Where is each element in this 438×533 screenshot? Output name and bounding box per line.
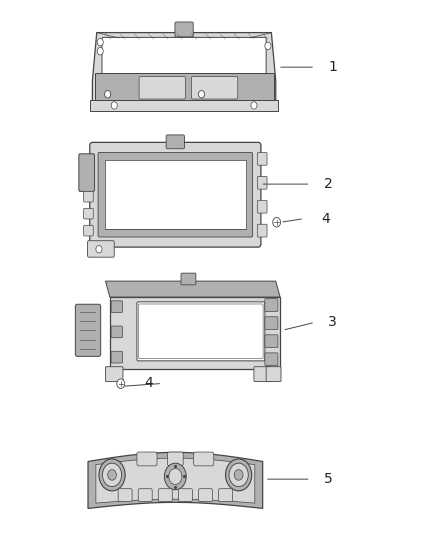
- Circle shape: [226, 459, 252, 491]
- FancyBboxPatch shape: [137, 452, 157, 466]
- FancyBboxPatch shape: [191, 77, 238, 99]
- FancyBboxPatch shape: [265, 317, 278, 329]
- FancyBboxPatch shape: [75, 304, 101, 357]
- FancyBboxPatch shape: [98, 152, 253, 237]
- Polygon shape: [88, 453, 263, 508]
- Circle shape: [198, 91, 205, 98]
- Circle shape: [96, 246, 102, 253]
- FancyBboxPatch shape: [79, 154, 95, 191]
- FancyBboxPatch shape: [198, 489, 212, 502]
- FancyBboxPatch shape: [111, 326, 123, 338]
- FancyBboxPatch shape: [138, 489, 152, 502]
- FancyBboxPatch shape: [139, 77, 185, 99]
- FancyBboxPatch shape: [258, 176, 267, 189]
- Polygon shape: [92, 33, 276, 102]
- Circle shape: [251, 102, 257, 109]
- Circle shape: [234, 470, 243, 480]
- FancyBboxPatch shape: [265, 298, 278, 311]
- Circle shape: [99, 459, 125, 491]
- Text: 4: 4: [145, 376, 153, 391]
- FancyBboxPatch shape: [95, 72, 274, 102]
- Text: 3: 3: [328, 316, 337, 329]
- FancyBboxPatch shape: [84, 208, 93, 219]
- Circle shape: [164, 463, 186, 490]
- Polygon shape: [110, 297, 280, 369]
- Circle shape: [265, 42, 271, 50]
- FancyBboxPatch shape: [84, 225, 93, 236]
- FancyBboxPatch shape: [167, 452, 183, 466]
- FancyBboxPatch shape: [266, 367, 281, 382]
- Bar: [105, 160, 246, 229]
- Polygon shape: [106, 281, 280, 297]
- Circle shape: [105, 91, 111, 98]
- FancyBboxPatch shape: [178, 489, 192, 502]
- FancyBboxPatch shape: [88, 241, 114, 257]
- FancyBboxPatch shape: [111, 351, 123, 363]
- Circle shape: [169, 469, 182, 484]
- FancyBboxPatch shape: [181, 273, 196, 285]
- FancyBboxPatch shape: [90, 142, 261, 247]
- Polygon shape: [96, 458, 255, 503]
- Circle shape: [273, 217, 281, 227]
- FancyBboxPatch shape: [111, 301, 123, 312]
- FancyBboxPatch shape: [258, 200, 267, 213]
- Circle shape: [111, 102, 117, 109]
- Circle shape: [97, 38, 103, 46]
- Text: 1: 1: [328, 60, 337, 74]
- FancyBboxPatch shape: [118, 489, 132, 502]
- FancyBboxPatch shape: [219, 489, 233, 502]
- FancyBboxPatch shape: [158, 489, 172, 502]
- FancyBboxPatch shape: [194, 452, 214, 466]
- Circle shape: [102, 463, 122, 487]
- Text: 2: 2: [324, 177, 332, 191]
- FancyBboxPatch shape: [265, 353, 278, 366]
- FancyBboxPatch shape: [258, 224, 267, 237]
- FancyBboxPatch shape: [166, 135, 184, 149]
- Circle shape: [229, 463, 248, 487]
- FancyBboxPatch shape: [265, 335, 278, 348]
- Text: 5: 5: [324, 472, 332, 486]
- FancyBboxPatch shape: [137, 302, 265, 361]
- Circle shape: [97, 47, 103, 55]
- FancyBboxPatch shape: [84, 191, 93, 202]
- Bar: [90, 100, 278, 111]
- Text: 4: 4: [321, 212, 330, 225]
- FancyBboxPatch shape: [139, 304, 263, 359]
- FancyBboxPatch shape: [254, 367, 272, 382]
- FancyBboxPatch shape: [175, 22, 193, 37]
- Circle shape: [108, 470, 117, 480]
- FancyBboxPatch shape: [102, 37, 266, 77]
- FancyBboxPatch shape: [106, 367, 123, 382]
- FancyBboxPatch shape: [258, 152, 267, 165]
- Circle shape: [117, 379, 125, 389]
